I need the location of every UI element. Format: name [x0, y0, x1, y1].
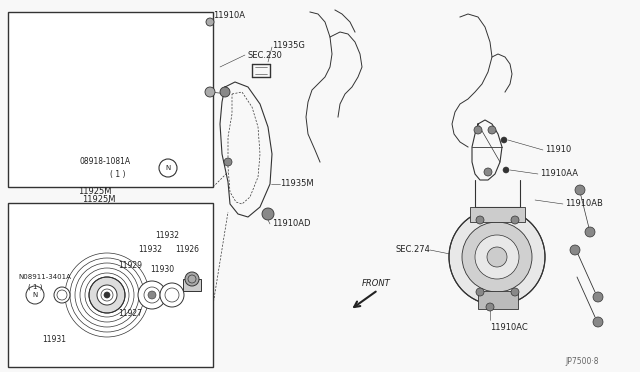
Circle shape: [462, 222, 532, 292]
Circle shape: [484, 168, 492, 176]
Text: 11910A: 11910A: [213, 10, 245, 19]
Circle shape: [185, 272, 199, 286]
Circle shape: [487, 247, 507, 267]
Circle shape: [97, 285, 117, 305]
Text: ( 1 ): ( 1 ): [110, 170, 125, 179]
Circle shape: [474, 126, 482, 134]
Circle shape: [476, 216, 484, 224]
Text: FRONT: FRONT: [362, 279, 391, 289]
Bar: [8, 12, 213, 187]
Text: 11927: 11927: [118, 310, 142, 318]
Circle shape: [220, 87, 230, 97]
Text: 11935G: 11935G: [272, 41, 305, 49]
Circle shape: [486, 303, 494, 311]
Text: 11910: 11910: [545, 145, 572, 154]
Text: N08911-3401A: N08911-3401A: [18, 274, 71, 280]
Text: SEC.230: SEC.230: [247, 51, 282, 60]
Circle shape: [593, 292, 603, 302]
Circle shape: [503, 167, 509, 173]
Circle shape: [262, 208, 274, 220]
Circle shape: [488, 126, 496, 134]
Circle shape: [26, 286, 44, 304]
Circle shape: [511, 288, 519, 296]
Text: 11932: 11932: [138, 246, 162, 254]
Bar: [8, 203, 213, 367]
Circle shape: [89, 277, 125, 313]
Circle shape: [148, 291, 156, 299]
Text: 11930: 11930: [150, 266, 174, 275]
Bar: [478, 291, 518, 309]
Circle shape: [104, 292, 110, 298]
Text: SEC.274: SEC.274: [395, 246, 430, 254]
Circle shape: [138, 281, 166, 309]
Text: 11926: 11926: [175, 246, 199, 254]
Circle shape: [585, 227, 595, 237]
Bar: [183, 279, 201, 291]
Text: 11932: 11932: [155, 231, 179, 240]
Circle shape: [224, 158, 232, 166]
Text: 08918-1081A: 08918-1081A: [80, 157, 131, 167]
Text: N: N: [33, 292, 38, 298]
Text: ( 1 ): ( 1 ): [28, 284, 42, 290]
Circle shape: [570, 245, 580, 255]
Circle shape: [159, 159, 177, 177]
Circle shape: [475, 235, 519, 279]
Text: 11931: 11931: [42, 336, 66, 344]
Circle shape: [511, 216, 519, 224]
Text: 11935M: 11935M: [280, 180, 314, 189]
Text: 11910AB: 11910AB: [565, 199, 603, 208]
Circle shape: [449, 209, 545, 305]
Text: 11929: 11929: [118, 260, 142, 269]
Circle shape: [575, 185, 585, 195]
Text: 11925M: 11925M: [78, 187, 111, 196]
Circle shape: [54, 287, 70, 303]
Circle shape: [501, 137, 507, 143]
Text: 11910AC: 11910AC: [490, 323, 528, 331]
Text: 11910AA: 11910AA: [540, 170, 578, 179]
Text: 11910AD: 11910AD: [272, 219, 310, 228]
Circle shape: [205, 87, 215, 97]
Text: N: N: [165, 165, 171, 171]
Circle shape: [206, 18, 214, 26]
Text: JP7500·8: JP7500·8: [565, 357, 598, 366]
Circle shape: [593, 317, 603, 327]
Text: 11925M: 11925M: [82, 196, 115, 205]
Circle shape: [476, 288, 484, 296]
Circle shape: [160, 283, 184, 307]
Bar: [470, 207, 525, 222]
